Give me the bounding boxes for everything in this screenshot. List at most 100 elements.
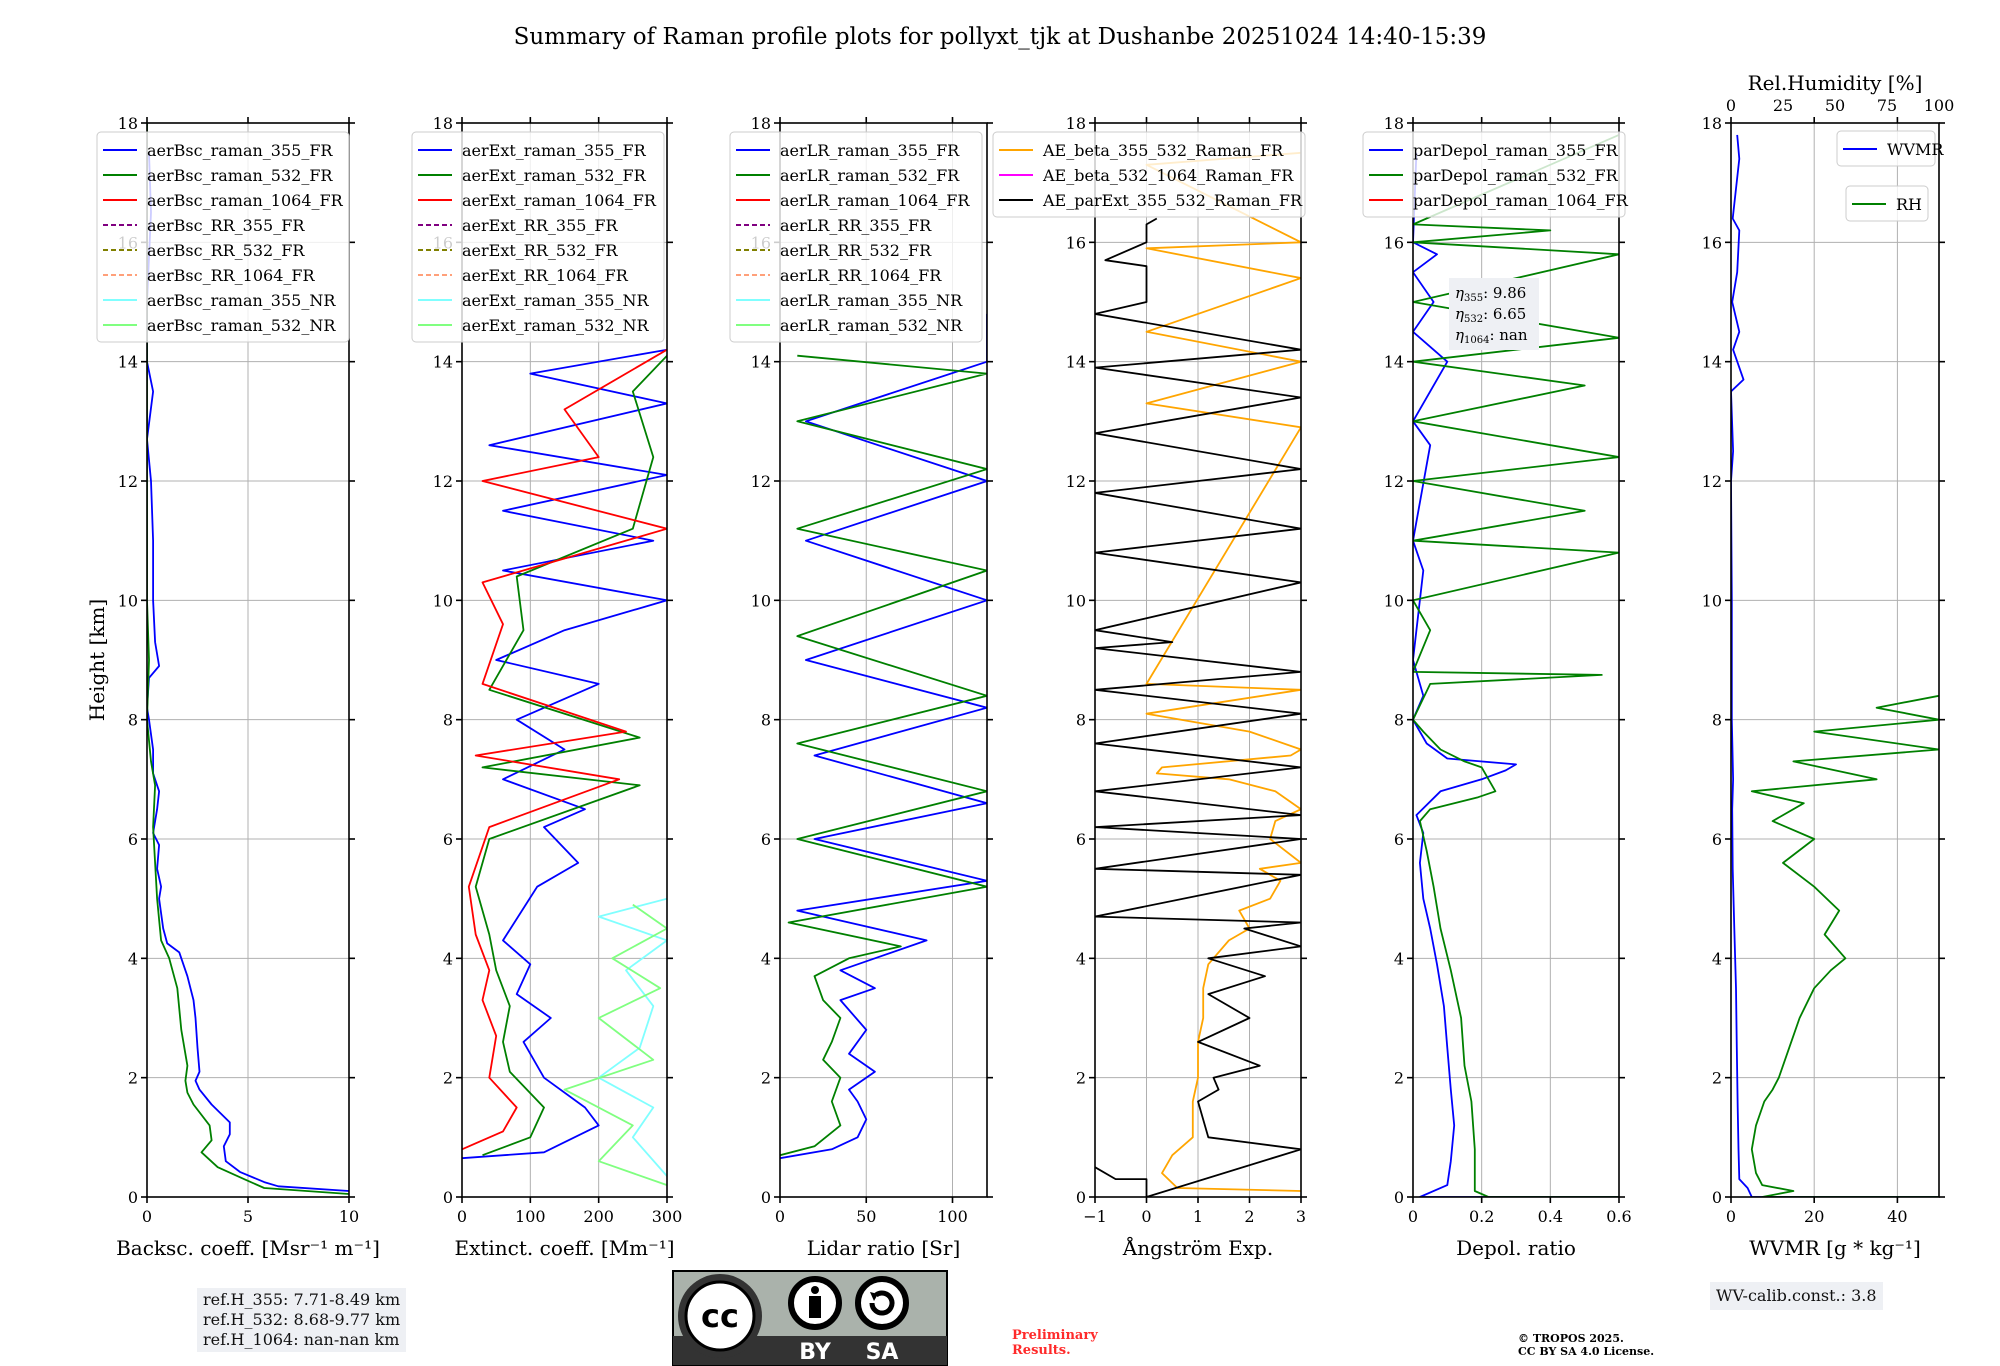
y-tick-label: 0 bbox=[1394, 1188, 1404, 1207]
y-tick-label: 10 bbox=[1066, 591, 1086, 610]
series-line-RH bbox=[1750, 694, 1939, 1197]
top-tick-label: 25 bbox=[1773, 96, 1793, 115]
legend-label: aerLR_raman_355_NR bbox=[780, 291, 963, 310]
y-tick-label: 8 bbox=[443, 711, 453, 730]
legend-label: aerExt_raman_355_NR bbox=[462, 291, 650, 310]
y-tick-label: 8 bbox=[1712, 711, 1722, 730]
y-tick-label: 10 bbox=[433, 591, 453, 610]
y-tick-label: 10 bbox=[1384, 591, 1404, 610]
y-tick-label: 12 bbox=[433, 472, 453, 491]
y-tick-label: 2 bbox=[128, 1069, 138, 1088]
x-tick-label: 20 bbox=[1804, 1207, 1824, 1226]
legend-label: aerLR_RR_532_FR bbox=[780, 241, 932, 260]
legend-frame bbox=[1362, 131, 1626, 218]
legend-label: RH bbox=[1896, 195, 1922, 214]
legend-label: aerBsc_RR_1064_FR bbox=[147, 266, 316, 285]
y-tick-label: 0 bbox=[128, 1188, 138, 1207]
panel-depol: 0 0.2 0.4 0.6 0 2 4 6 8 10 12 14 16 18 Depol. ratio par… bbox=[1362, 114, 1632, 1260]
legend-label: parDepol_raman_532_FR bbox=[1413, 166, 1619, 185]
panel-bsc: 0510024681012141618Backsc. coeff. [Msr⁻¹… bbox=[96, 114, 380, 1260]
y-tick-label: 18 bbox=[1066, 114, 1086, 133]
legend: WVMR RH bbox=[1836, 130, 1944, 222]
series-group bbox=[1413, 134, 1619, 1197]
x-tick-label: 0.6 bbox=[1606, 1207, 1631, 1226]
axes-frame bbox=[779, 122, 988, 1198]
series-line-aerExt_raman_355_NR bbox=[597, 897, 667, 1177]
annotation-line: η532: 6.65 bbox=[1455, 305, 1526, 325]
y-tick-label: 12 bbox=[1702, 472, 1722, 491]
x-tick-label: 0 bbox=[142, 1207, 152, 1226]
legend-label: aerLR_raman_355_FR bbox=[780, 141, 960, 160]
axes-frame bbox=[1730, 122, 1940, 1198]
preliminary-notice: Preliminary Results. bbox=[1012, 1328, 1098, 1358]
y-tick-label: 8 bbox=[1076, 711, 1086, 730]
x-tick-label: 40 bbox=[1887, 1207, 1907, 1226]
y-tick-label: 12 bbox=[1066, 472, 1086, 491]
legend-label: aerBsc_RR_355_FR bbox=[147, 216, 305, 235]
y-tick-label: 6 bbox=[128, 830, 138, 849]
legend-label: aerExt_RR_1064_FR bbox=[462, 266, 629, 285]
legend-label: parDepol_raman_1064_FR bbox=[1413, 191, 1629, 210]
panel-lr: 050100024681012141618Lidar ratio [Sr]aer… bbox=[729, 114, 993, 1260]
figure-title: Summary of Raman profile plots for polly… bbox=[514, 24, 1487, 50]
copyright-line-1: © TROPOS 2025. bbox=[1518, 1332, 1624, 1345]
y-tick-label: 14 bbox=[1066, 353, 1086, 372]
legend-frame bbox=[1845, 185, 1929, 222]
legend: aerLR_raman_355_FR aerLR_raman_532_FR aerL… bbox=[729, 131, 983, 343]
x-tick-label: 100 bbox=[515, 1207, 546, 1226]
annotation-line: η355: 9.86 bbox=[1455, 284, 1526, 304]
legend-label: aerExt_RR_532_FR bbox=[462, 241, 619, 260]
y-tick-label: 14 bbox=[751, 353, 771, 372]
ref-height-1064: ref.H_1064: nan-nan km bbox=[203, 1330, 400, 1349]
top-tick-label: 75 bbox=[1877, 96, 1897, 115]
legend: aerBsc_raman_355_FR aerBsc_raman_532_FRae… bbox=[96, 131, 350, 343]
y-tick-label: 8 bbox=[761, 711, 771, 730]
annotation-box bbox=[1449, 278, 1539, 350]
svg-text:cc: cc bbox=[701, 1297, 739, 1335]
x-tick-label: 0 bbox=[1726, 1207, 1736, 1226]
y-tick-label: 10 bbox=[751, 591, 771, 610]
axes-frame bbox=[461, 122, 668, 1198]
x-tick-label: 300 bbox=[652, 1207, 683, 1226]
y-tick-label: 2 bbox=[443, 1069, 453, 1088]
top-axis-label: Rel.Humidity [%] bbox=[1748, 71, 1923, 95]
legend-label: parDepol_raman_355_FR bbox=[1413, 141, 1619, 160]
y-tick-label: 16 bbox=[1384, 233, 1404, 252]
x-tick-label: 50 bbox=[856, 1207, 876, 1226]
legend-label: AE_beta_532_1064_Raman_FR bbox=[1042, 166, 1294, 185]
y-tick-label: 8 bbox=[128, 711, 138, 730]
x-axis-label: WVMR [g * kg⁻¹] bbox=[1749, 1236, 1921, 1260]
cc-by-sa-license-badge: cc BY SA bbox=[672, 1270, 948, 1366]
y-tick-label: 14 bbox=[433, 353, 453, 372]
series-line-AE_beta_355_532_Raman_FR bbox=[1145, 151, 1301, 1192]
y-tick-label: 12 bbox=[751, 472, 771, 491]
top-tick-label: 50 bbox=[1825, 96, 1845, 115]
series-line-parDepol_raman_355_FR bbox=[1413, 152, 1619, 1197]
ref-height-532: ref.H_532: 8.68-9.77 km bbox=[203, 1310, 401, 1329]
reference-heights-box: ref.H_355: 7.71-8.49 km ref.H_532: 8.68-… bbox=[197, 1288, 407, 1352]
x-tick-label: 200 bbox=[583, 1207, 614, 1226]
y-tick-label: 10 bbox=[1702, 591, 1722, 610]
copyright-notice: © TROPOS 2025. CC BY SA 4.0 License. bbox=[1518, 1332, 1654, 1358]
legend-label: aerBsc_RR_532_FR bbox=[147, 241, 305, 260]
share-alike-icon bbox=[855, 1276, 909, 1330]
x-tick-label: 0 bbox=[775, 1207, 785, 1226]
y-tick-label: 2 bbox=[1712, 1069, 1722, 1088]
series-line-aerExt_raman_355_FR bbox=[462, 348, 667, 1160]
y-tick-label: 6 bbox=[761, 830, 771, 849]
x-tick-label: −1 bbox=[1083, 1207, 1107, 1226]
y-tick-label: 0 bbox=[1712, 1188, 1722, 1207]
series-line-aerExt_raman_532_FR bbox=[474, 355, 667, 1157]
y-tick-label: 16 bbox=[1066, 233, 1086, 252]
legend: AE_beta_355_532_Raman_FR AE_beta_532_1064… bbox=[992, 131, 1306, 218]
y-tick-label: 6 bbox=[443, 830, 453, 849]
y-tick-label: 16 bbox=[1702, 233, 1722, 252]
series-line-aerBsc_raman_355_FR bbox=[147, 152, 349, 1192]
x-axis-label: Backsc. coeff. [Msr⁻¹ m⁻¹] bbox=[116, 1236, 380, 1260]
legend-label: aerBsc_raman_1064_FR bbox=[147, 191, 344, 210]
series-group bbox=[1731, 134, 1939, 1197]
series-line-aerExt_raman_532_NR bbox=[563, 903, 667, 1186]
